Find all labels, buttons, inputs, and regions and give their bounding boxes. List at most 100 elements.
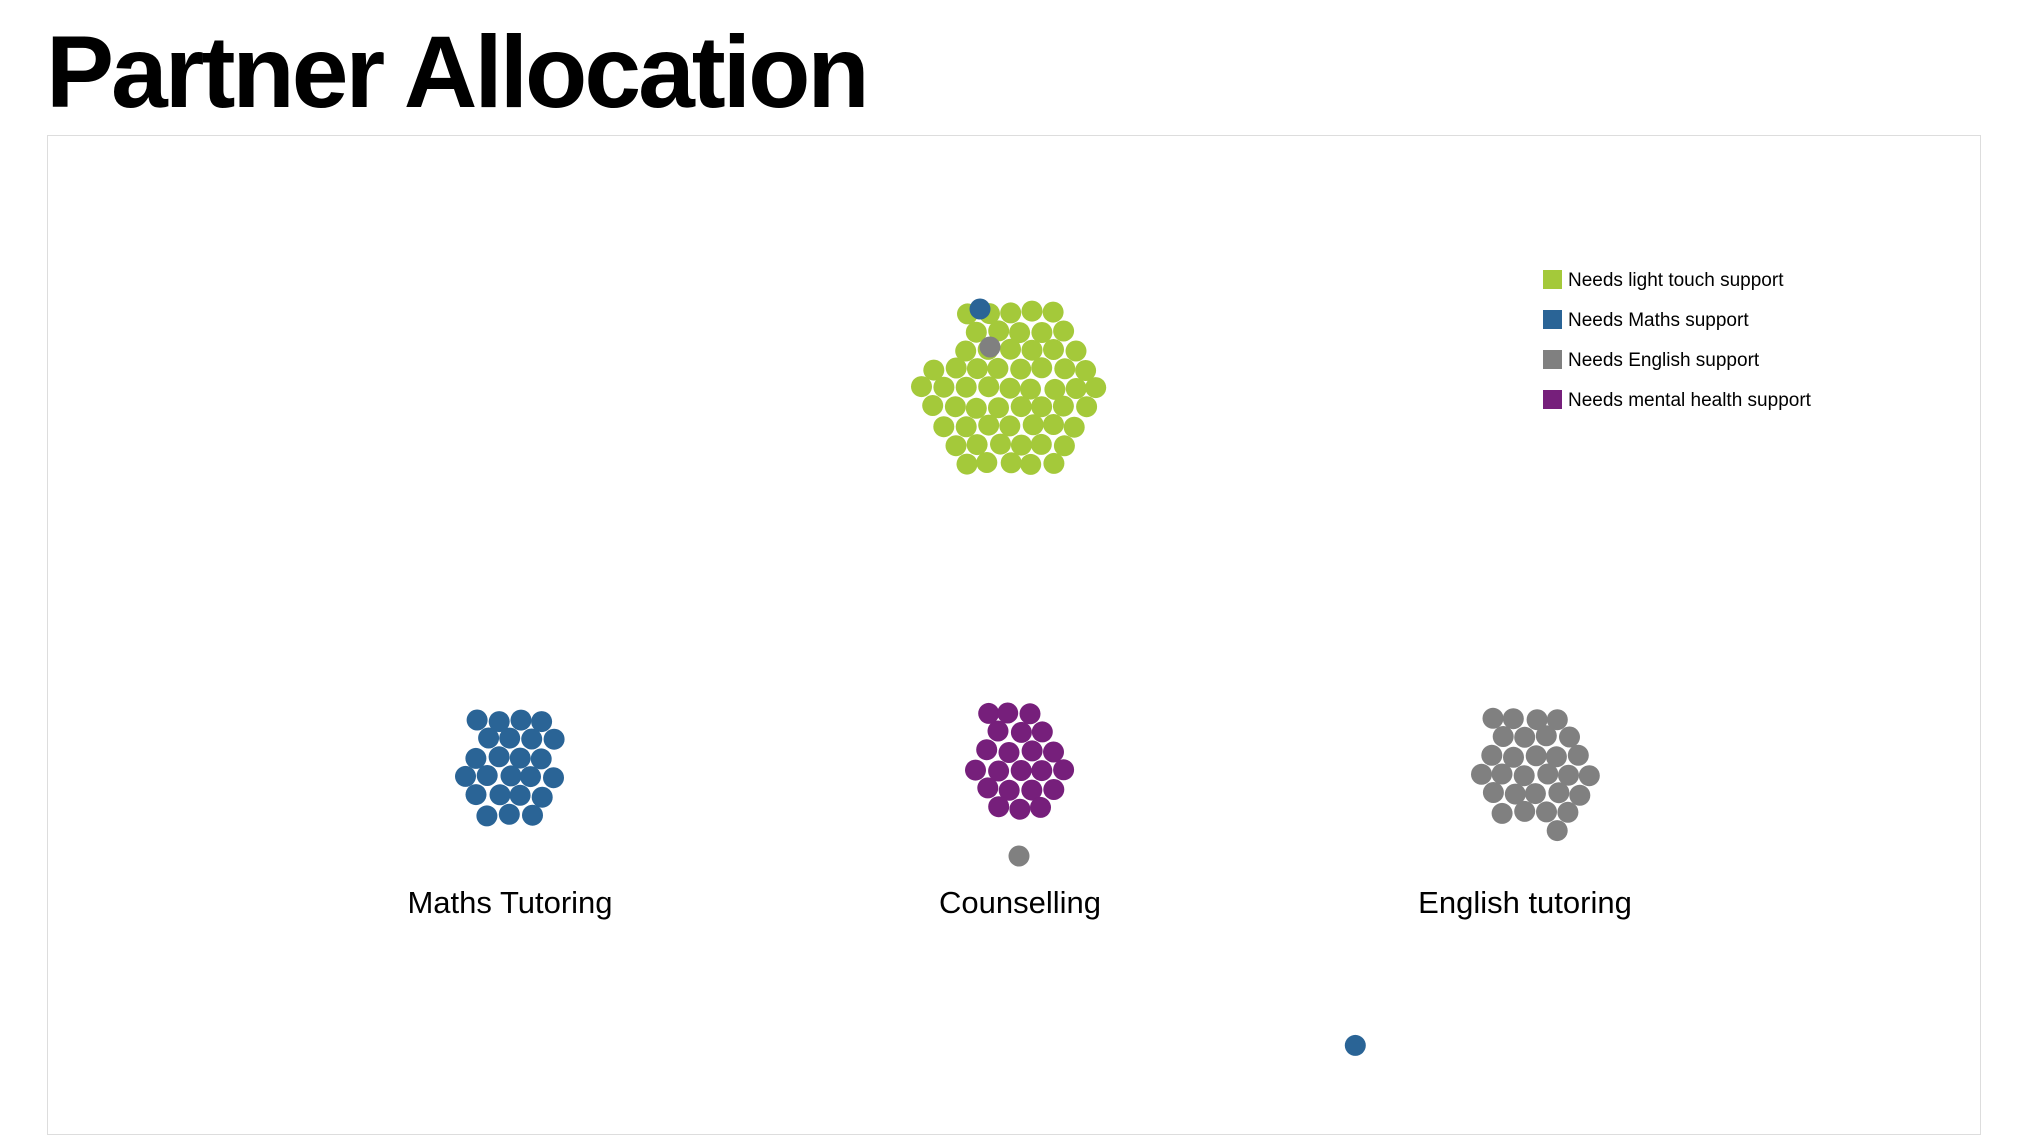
- bubble-unassigned-light[interactable]: [1010, 434, 1032, 456]
- bubble-unassigned-light[interactable]: [955, 416, 977, 438]
- bubble-english_tutoring-english[interactable]: [1578, 765, 1600, 787]
- bubble-unassigned-light[interactable]: [1031, 322, 1053, 343]
- bubble-unassigned-light[interactable]: [945, 435, 967, 457]
- bubble-unassigned-light[interactable]: [923, 359, 945, 381]
- bubble-english_tutoring-english[interactable]: [1545, 746, 1567, 768]
- bubble-counselling-mental[interactable]: [1010, 760, 1032, 781]
- bubble-counselling-mental[interactable]: [1021, 740, 1043, 762]
- bubble-unassigned-light[interactable]: [1042, 301, 1064, 323]
- bubble-counselling-mental[interactable]: [1043, 741, 1064, 763]
- bubble-unassigned-light[interactable]: [965, 321, 987, 343]
- bubble-unassigned-light[interactable]: [1044, 378, 1066, 400]
- bubble-english_tutoring-english[interactable]: [1525, 745, 1547, 767]
- bubble-unassigned-light[interactable]: [1075, 360, 1097, 381]
- bubble-english_tutoring-english[interactable]: [1482, 782, 1504, 803]
- bubble-english_tutoring-english[interactable]: [1558, 764, 1579, 786]
- bubble-counselling-mental[interactable]: [1031, 760, 1053, 782]
- bubble-counselling-mental[interactable]: [976, 739, 998, 761]
- bubble-stray-maths[interactable]: [1344, 1034, 1366, 1056]
- bubble-english_tutoring-english[interactable]: [1504, 783, 1526, 805]
- bubble-english_tutoring-english[interactable]: [1559, 726, 1580, 748]
- bubble-maths_tutoring-maths[interactable]: [466, 709, 488, 731]
- bubble-maths_tutoring-maths[interactable]: [520, 766, 541, 788]
- bubble-maths_tutoring-maths[interactable]: [499, 727, 521, 749]
- bubble-counselling-mental[interactable]: [965, 759, 986, 781]
- bubble-english_tutoring-english[interactable]: [1502, 708, 1524, 730]
- bubble-english_tutoring-english[interactable]: [1548, 782, 1570, 804]
- bubble-maths_tutoring-maths[interactable]: [489, 784, 511, 806]
- bubble-unassigned-light[interactable]: [1000, 302, 1022, 324]
- bubble-english_tutoring-english[interactable]: [1491, 802, 1513, 824]
- bubble-english_tutoring-english[interactable]: [1492, 726, 1514, 747]
- bubble-unassigned-light[interactable]: [922, 395, 944, 416]
- bubble-counselling-mental[interactable]: [998, 779, 1020, 801]
- bubble-counselling-mental[interactable]: [997, 702, 1019, 724]
- bubble-maths_tutoring-maths[interactable]: [498, 803, 520, 825]
- bubble-unassigned-light[interactable]: [1065, 340, 1087, 362]
- bubble-unassigned-light[interactable]: [965, 397, 987, 419]
- bubble-english_tutoring-english[interactable]: [1513, 765, 1535, 787]
- bubble-maths_tutoring-maths[interactable]: [476, 765, 498, 786]
- bubble-english_tutoring-english[interactable]: [1491, 763, 1513, 785]
- bubble-unassigned-light[interactable]: [988, 320, 1010, 342]
- bubble-unassigned-light[interactable]: [1076, 396, 1098, 418]
- bubble-unassigned-light[interactable]: [987, 357, 1009, 379]
- bubble-unassigned-light[interactable]: [1000, 452, 1022, 474]
- bubble-unassigned-light[interactable]: [978, 414, 1000, 436]
- bubble-unassigned-light[interactable]: [1000, 338, 1021, 360]
- bubble-unassigned-light[interactable]: [1010, 396, 1032, 418]
- bubble-maths_tutoring-maths[interactable]: [510, 709, 532, 731]
- bubble-unassigned-light[interactable]: [955, 376, 977, 398]
- bubble-counselling-mental[interactable]: [988, 796, 1010, 818]
- bubble-english_tutoring-english[interactable]: [1537, 763, 1559, 785]
- bubble-english_tutoring-english[interactable]: [1524, 783, 1546, 805]
- bubble-counselling-mental[interactable]: [1030, 796, 1051, 818]
- bubble-unassigned-english[interactable]: [979, 336, 1001, 358]
- bubble-maths_tutoring-maths[interactable]: [543, 728, 565, 750]
- bubble-unassigned-light[interactable]: [966, 358, 988, 380]
- bubble-unassigned-light[interactable]: [976, 452, 998, 473]
- bubble-unassigned-light[interactable]: [944, 396, 966, 418]
- bubble-unassigned-light[interactable]: [1053, 435, 1075, 457]
- bubble-unassigned-light[interactable]: [1052, 395, 1074, 417]
- bubble-english_tutoring-english[interactable]: [1514, 726, 1536, 748]
- bubble-unassigned-light[interactable]: [1020, 378, 1041, 400]
- bubble-english_tutoring-english[interactable]: [1557, 801, 1579, 823]
- bubble-unassigned-light[interactable]: [933, 376, 955, 398]
- bubble-unassigned-light[interactable]: [945, 357, 967, 379]
- bubble-counselling-mental[interactable]: [998, 742, 1020, 763]
- bubble-counselling-mental[interactable]: [988, 760, 1010, 782]
- bubble-unassigned-light[interactable]: [1085, 377, 1107, 399]
- bubble-unassigned-light[interactable]: [1043, 452, 1065, 474]
- bubble-english_tutoring-english[interactable]: [1569, 784, 1591, 806]
- bubble-maths_tutoring-maths[interactable]: [530, 748, 552, 770]
- bubble-maths_tutoring-maths[interactable]: [476, 805, 498, 827]
- bubble-counselling-mental[interactable]: [987, 720, 1009, 742]
- bubble-unassigned-light[interactable]: [1021, 300, 1043, 322]
- bubble-maths_tutoring-maths[interactable]: [509, 747, 531, 769]
- bubble-unassigned-light[interactable]: [1030, 433, 1052, 455]
- bubble-unassigned-light[interactable]: [1053, 320, 1075, 342]
- bubble-counselling-mental[interactable]: [1053, 759, 1075, 781]
- bubble-english_tutoring-english[interactable]: [1567, 744, 1589, 766]
- bubble-counselling-mental[interactable]: [1009, 798, 1031, 820]
- bubble-unassigned-light[interactable]: [1063, 416, 1085, 438]
- bubble-english_tutoring-english[interactable]: [1546, 709, 1568, 731]
- bubble-counselling-mental[interactable]: [1031, 721, 1053, 743]
- bubble-unassigned-light[interactable]: [1010, 358, 1032, 380]
- bubble-unassigned-maths[interactable]: [969, 298, 991, 320]
- bubble-unassigned-light[interactable]: [978, 376, 1000, 398]
- bubble-maths_tutoring-maths[interactable]: [543, 767, 564, 789]
- bubble-maths_tutoring-maths[interactable]: [522, 804, 543, 826]
- bubble-unassigned-light[interactable]: [1043, 339, 1064, 360]
- bubble-maths_tutoring-maths[interactable]: [488, 746, 510, 768]
- bubble-maths_tutoring-maths[interactable]: [509, 784, 531, 806]
- bubble-unassigned-light[interactable]: [988, 397, 1009, 419]
- bubble-counselling-mental[interactable]: [1021, 779, 1043, 801]
- bubble-counselling-mental[interactable]: [977, 777, 999, 799]
- bubble-counselling-mental[interactable]: [1010, 721, 1032, 743]
- bubble-unassigned-light[interactable]: [1021, 339, 1043, 361]
- bubble-english_tutoring-english[interactable]: [1481, 744, 1503, 766]
- bubble-english_tutoring-english[interactable]: [1482, 707, 1504, 729]
- bubble-unassigned-light[interactable]: [999, 415, 1021, 437]
